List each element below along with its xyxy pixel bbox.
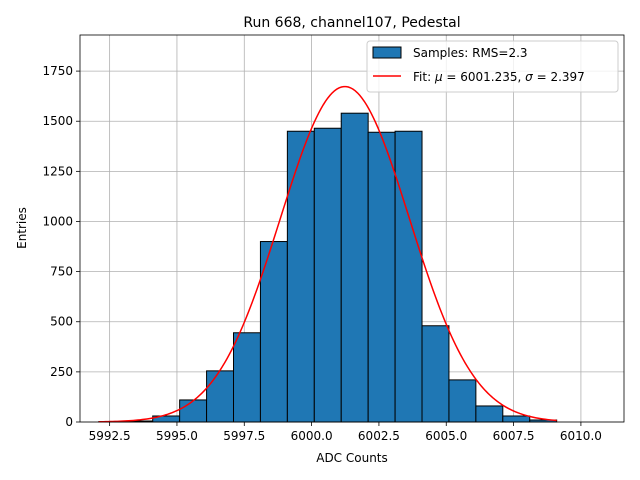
histogram-bars	[98, 112, 558, 423]
histogram-bar	[206, 370, 235, 423]
histogram-bar	[233, 332, 261, 423]
fit-curve	[98, 85, 557, 423]
x-tick-label: 6010.0	[560, 429, 602, 443]
histogram-bar	[340, 112, 369, 423]
y-tick-label: 1250	[42, 164, 73, 178]
y-tick-label: 500	[50, 315, 73, 329]
y-tick-label: 250	[50, 365, 73, 379]
chart-title: Run 668, channel107, Pedestal	[243, 15, 460, 31]
y-axis-label: Entries	[15, 207, 29, 249]
histogram-bar	[259, 241, 288, 423]
x-axis-ticks: 5992.5 5995.0 5997.5 6000.0 6002.5 6005.0 6007…	[89, 422, 602, 443]
y-tick-label: 1750	[42, 64, 73, 78]
legend-fit-mu-symbol: μ	[434, 70, 443, 84]
histogram-bar	[394, 130, 423, 423]
x-tick-label: 6002.5	[358, 429, 400, 443]
histogram-bar	[475, 405, 504, 423]
legend: Samples: RMS=2.3 Fit: μ = 6001.235, σ = …	[366, 40, 619, 93]
legend-fit-sigma-symbol: σ	[525, 70, 533, 84]
y-tick-label: 0	[65, 415, 73, 429]
legend-histogram-label: Samples: RMS=2.3	[413, 46, 528, 60]
histogram-bar	[367, 131, 396, 423]
histogram-bar	[448, 379, 477, 423]
histogram-bar	[313, 127, 342, 423]
legend-fit-sigma-value: = 2.397	[533, 70, 585, 84]
histogram-bar	[421, 325, 450, 423]
x-tick-label: 5997.5	[223, 429, 265, 443]
legend-box	[366, 40, 619, 93]
x-axis-label: ADC Counts	[316, 451, 388, 465]
x-tick-label: 6007.5	[493, 429, 535, 443]
x-tick-label: 5995.0	[156, 429, 198, 443]
legend-fit-mu-value: = 6001.235,	[443, 70, 526, 84]
y-axis-ticks: 0 250 500 750 1000 1250 1500 1750	[42, 64, 80, 429]
histogram-bar	[286, 130, 315, 423]
histogram-bar	[179, 399, 208, 423]
plot-frame	[79, 34, 625, 423]
x-tick-label: 6000.0	[291, 429, 333, 443]
legend-fit-label: Fit: μ = 6001.235, σ = 2.397	[413, 70, 585, 84]
x-tick-label: 5992.5	[89, 429, 131, 443]
y-tick-label: 1500	[42, 114, 73, 128]
x-tick-label: 6005.0	[425, 429, 467, 443]
y-tick-label: 750	[50, 265, 73, 279]
y-tick-label: 1000	[42, 214, 73, 228]
legend-fit-prefix: Fit:	[413, 70, 435, 84]
legend-histogram-swatch	[372, 46, 402, 59]
histogram-bar	[502, 415, 531, 423]
